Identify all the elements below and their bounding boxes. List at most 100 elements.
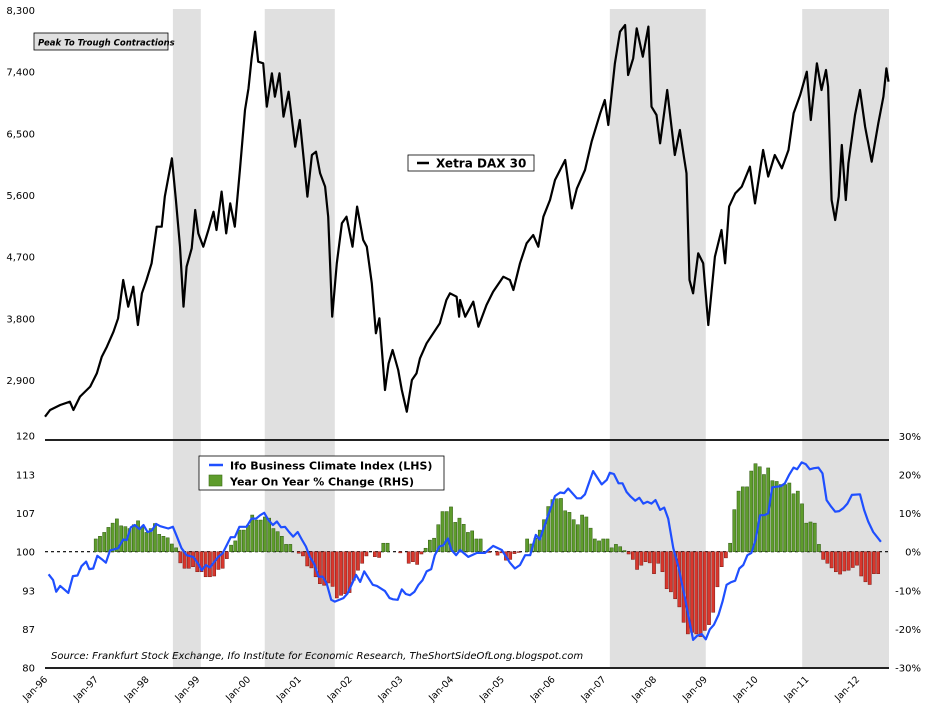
yoy-bar [102, 532, 107, 552]
y-tick-label-pct: 0% [905, 548, 921, 559]
yoy-bar [148, 528, 153, 552]
yoy-bar [647, 551, 652, 564]
tick-labels: 8,300 7,400 6,500 5,600 4,700 3,800 2,900 120 11… [6, 6, 921, 704]
yoy-bar [825, 551, 830, 564]
yoy-bar [605, 538, 610, 552]
yoy-bar [745, 486, 749, 552]
yoy-bar [791, 493, 796, 552]
yoy-bar [817, 544, 821, 552]
yoy-bar [690, 551, 694, 633]
yoy-bar [732, 509, 737, 552]
yoy-bars [93, 463, 880, 637]
yoy-bar [178, 551, 183, 564]
yoy-bar [106, 527, 111, 552]
yoy-bar [225, 551, 229, 559]
y-tick-label-pct: 10% [899, 509, 921, 520]
yoy-bar [707, 551, 711, 625]
yoy-bar [381, 542, 386, 552]
legend-dax-label: Xetra DAX 30 [436, 157, 526, 171]
yoy-bar [444, 511, 449, 552]
yoy-bar [542, 519, 546, 552]
yoy-bar [597, 540, 601, 552]
yoy-bar [229, 544, 233, 552]
yoy-bar [821, 551, 826, 560]
yoy-bar [466, 532, 470, 552]
yoy-bar [165, 537, 170, 552]
yoy-bar [783, 484, 787, 552]
yoy-bar [842, 551, 847, 572]
yoy-bar [457, 517, 462, 552]
yoy-bar [812, 522, 817, 552]
y-tick-label-ifo: 93 [22, 586, 35, 597]
yoy-bar [241, 529, 246, 552]
x-tick-label: Jan-00 [223, 674, 253, 704]
yoy-bar [559, 498, 563, 552]
x-tick-label: Jan-12 [832, 674, 862, 704]
yoy-bar [711, 551, 716, 613]
yoy-bar [377, 551, 381, 558]
yoy-bar [609, 547, 614, 552]
contraction-shading [172, 9, 889, 668]
yoy-bar [440, 511, 445, 552]
yoy-bar [770, 480, 775, 552]
yoy-bar [749, 470, 754, 552]
y-tick-label-ifo: 80 [22, 664, 35, 675]
yoy-bar [753, 463, 758, 552]
yoy-bar [131, 524, 136, 552]
yoy-bar [233, 540, 238, 552]
yoy-bar [639, 551, 644, 566]
yoy-bar [170, 543, 174, 552]
yoy-bar [808, 521, 813, 552]
y-tick-label-dax: 8,300 [6, 6, 35, 17]
yoy-bar [618, 546, 623, 552]
yoy-bar [846, 551, 851, 571]
yoy-bar [98, 536, 102, 552]
yoy-bar [288, 544, 293, 552]
yoy-bar [580, 514, 584, 552]
yoy-bar [322, 551, 326, 586]
yoy-bar [334, 551, 339, 599]
yoy-bar [385, 542, 390, 552]
x-tick-label: Jan-02 [325, 674, 355, 704]
yoy-bar [153, 523, 157, 552]
yoy-bar [863, 551, 868, 583]
yoy-bar [774, 481, 779, 552]
x-tick-label: Jan-98 [122, 674, 152, 704]
yoy-bar [174, 547, 178, 552]
yoy-bar [93, 538, 98, 552]
series-lines [44, 23, 890, 642]
yoy-bar [795, 490, 800, 552]
yoy-bar [419, 551, 424, 555]
yoy-bar [525, 538, 529, 552]
yoy-bar [406, 551, 411, 564]
yoy-bar [838, 551, 842, 575]
yoy-bar [453, 522, 458, 552]
yoy-bar [258, 519, 263, 552]
y-tick-label-ifo: 87 [22, 625, 35, 636]
yoy-bar [804, 522, 809, 552]
x-tick-label: Jan-05 [477, 674, 507, 704]
yoy-bar [787, 482, 792, 552]
x-tick-label: Jan-07 [579, 674, 609, 704]
yoy-bar [762, 474, 766, 552]
yoy-bar [592, 538, 597, 552]
yoy-bar [567, 512, 572, 552]
y-tick-label-ifo: 113 [16, 470, 35, 481]
yoy-bar [250, 514, 255, 552]
yoy-bar [115, 518, 119, 552]
yoy-bar [512, 551, 517, 554]
yoy-bar [652, 551, 656, 574]
legend-yoy-label: Year On Year % Change (RHS) [229, 476, 414, 489]
yoy-bar [432, 537, 436, 552]
x-tick-label: Jan-96 [20, 674, 50, 704]
yoy-bar [643, 551, 648, 562]
yoy-bar [161, 536, 166, 552]
yoy-bar [850, 551, 855, 568]
y-tick-label-dax: 2,900 [6, 376, 35, 387]
yoy-bar [867, 551, 872, 585]
yoy-bar [601, 538, 606, 552]
yoy-bar [216, 551, 221, 570]
yoy-bar [694, 551, 699, 635]
x-tick-label: Jan-03 [376, 674, 406, 704]
